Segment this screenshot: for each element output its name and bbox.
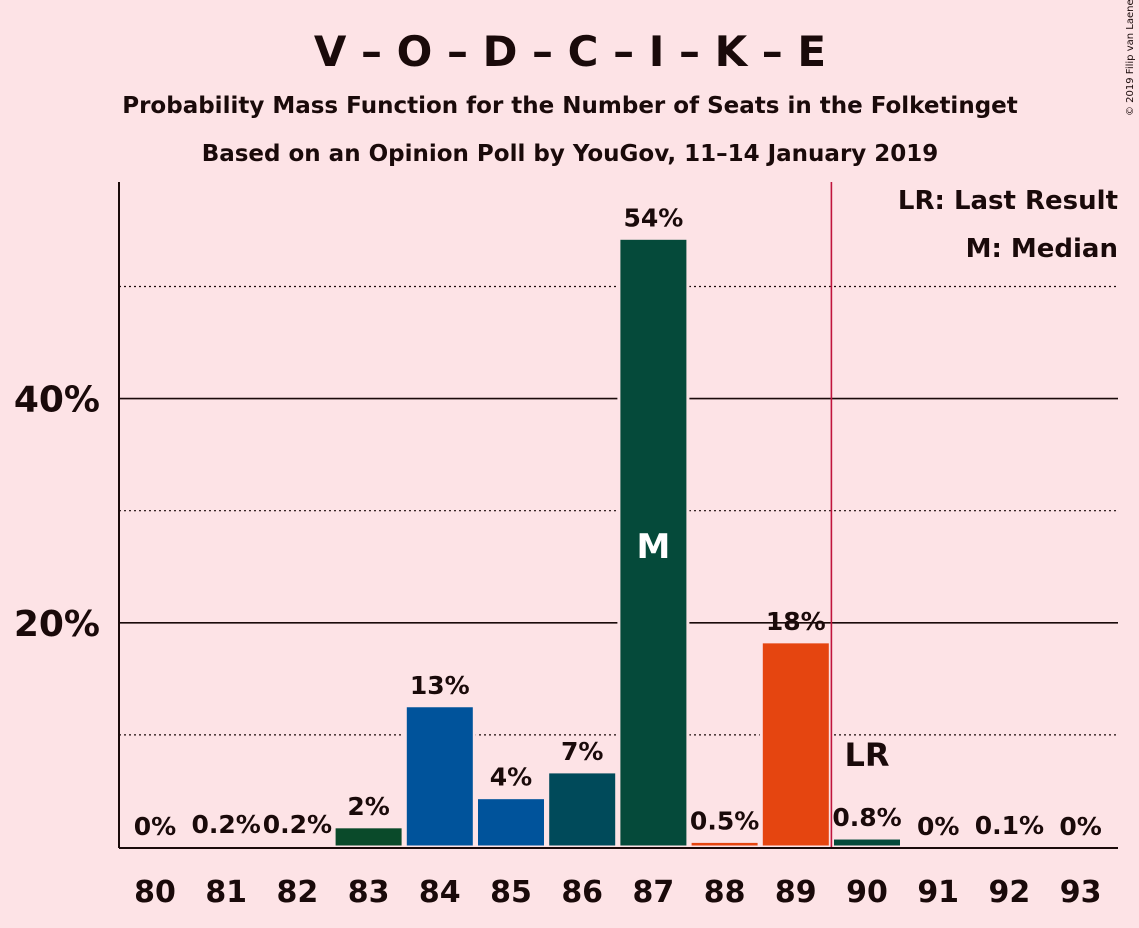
x-tick-label: 85: [490, 875, 532, 910]
bar-value-label: 2%: [347, 792, 389, 821]
copyright: © 2019 Filip van Laenen: [1125, 0, 1136, 116]
bar-value-label: 13%: [410, 671, 470, 700]
bar: [475, 796, 547, 849]
bar: [831, 836, 903, 849]
x-tick-label: 90: [846, 875, 888, 910]
x-tick-label: 91: [917, 875, 959, 910]
bar-value-label: 0%: [917, 812, 959, 841]
x-tick-label: 88: [704, 875, 746, 910]
bar: [190, 843, 263, 849]
x-tick-label: 81: [205, 875, 247, 910]
bar: [759, 640, 832, 849]
legend-last-result: LR: Last Result: [898, 186, 1118, 216]
bar: [403, 704, 476, 849]
bar: [546, 770, 619, 849]
bar-value-label: 54%: [623, 203, 683, 232]
chart-title: V – O – D – C – I – K – E: [314, 27, 826, 76]
bar: [332, 825, 405, 849]
axes: [118, 182, 1118, 849]
x-tick-label: 93: [1060, 875, 1102, 910]
grid: 20% 40%: [14, 285, 1118, 736]
bar: [261, 843, 334, 849]
bar: [973, 844, 1046, 849]
chart-subtitle: Probability Mass Function for the Number…: [122, 93, 1018, 119]
x-tick-label: 82: [277, 875, 319, 910]
chart-subtitle-2: Based on an Opinion Poll by YouGov, 11–1…: [202, 141, 939, 167]
value-labels: 0% 80 0.2% 81 0.2% 82 2% 83 13% 84 4% 85 7% 86 54% 87 0.…: [134, 203, 1102, 910]
bar-value-label: 0.2%: [263, 810, 332, 839]
bar-value-label: 0.5%: [690, 806, 759, 835]
y-tick-label: 20%: [14, 604, 100, 645]
bar-value-label: 0.8%: [832, 803, 901, 832]
bar-value-label: 0.2%: [192, 810, 261, 839]
x-tick-label: 89: [775, 875, 817, 910]
bar-value-label: 0%: [134, 812, 176, 841]
bar-value-label: 0.1%: [975, 811, 1044, 840]
bars: [190, 182, 1046, 849]
bar: [617, 236, 690, 849]
x-tick-label: 84: [419, 875, 461, 910]
x-tick-label: 83: [348, 875, 390, 910]
legend-median: M: Median: [966, 234, 1118, 264]
x-tick-label: 92: [989, 875, 1031, 910]
bar-value-label: 0%: [1059, 812, 1101, 841]
median-marker: M: [636, 527, 670, 567]
x-tick-label: 80: [134, 875, 176, 910]
x-tick-label: 86: [561, 875, 603, 910]
bar-value-label: 7%: [561, 737, 603, 766]
bar-value-label: 18%: [766, 607, 826, 636]
bar-value-label: 4%: [490, 763, 532, 792]
y-tick-label: 40%: [14, 380, 100, 421]
x-tick-label: 87: [633, 875, 675, 910]
bar: [688, 839, 761, 849]
last-result-marker: LR: [844, 736, 889, 774]
